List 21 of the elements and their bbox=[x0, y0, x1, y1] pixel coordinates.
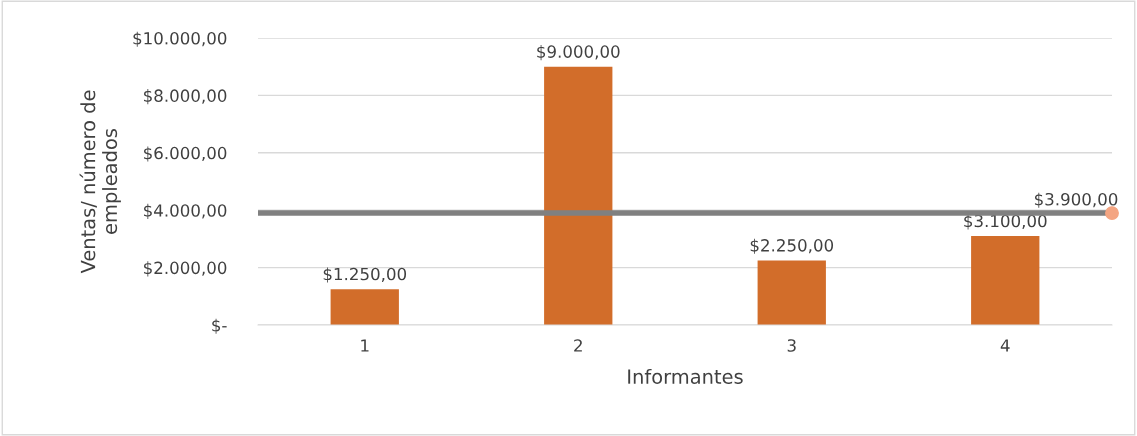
y-tick-label: $2.000,00 bbox=[144, 261, 227, 277]
y-tick-label: $6.000,00 bbox=[144, 146, 227, 162]
y-axis-title: Ventas/ número de empleados bbox=[79, 90, 121, 274]
bar bbox=[330, 289, 399, 325]
data-label: $9.000,00 bbox=[537, 45, 620, 61]
x-tick-label: 4 bbox=[1000, 339, 1010, 352]
y-tick-label: $- bbox=[212, 318, 227, 334]
data-label: $2.250,00 bbox=[750, 238, 834, 254]
x-tick-label: 1 bbox=[361, 339, 369, 352]
y-tick-label: $10.000,00 bbox=[133, 31, 227, 47]
y-tick-label: $8.000,00 bbox=[144, 89, 227, 105]
x-tick-label: 2 bbox=[574, 339, 582, 352]
ref-line-label: $3.900,00 bbox=[1034, 192, 1118, 208]
bar bbox=[544, 66, 613, 325]
bar bbox=[971, 236, 1040, 325]
x-axis-title: Informantes bbox=[628, 368, 743, 384]
x-tick-label: 3 bbox=[787, 339, 796, 352]
bar bbox=[757, 260, 826, 325]
y-tick-label: $4.000,00 bbox=[144, 203, 227, 219]
data-label: $3.100,00 bbox=[964, 214, 1047, 230]
data-label: $1.250,00 bbox=[323, 267, 407, 283]
